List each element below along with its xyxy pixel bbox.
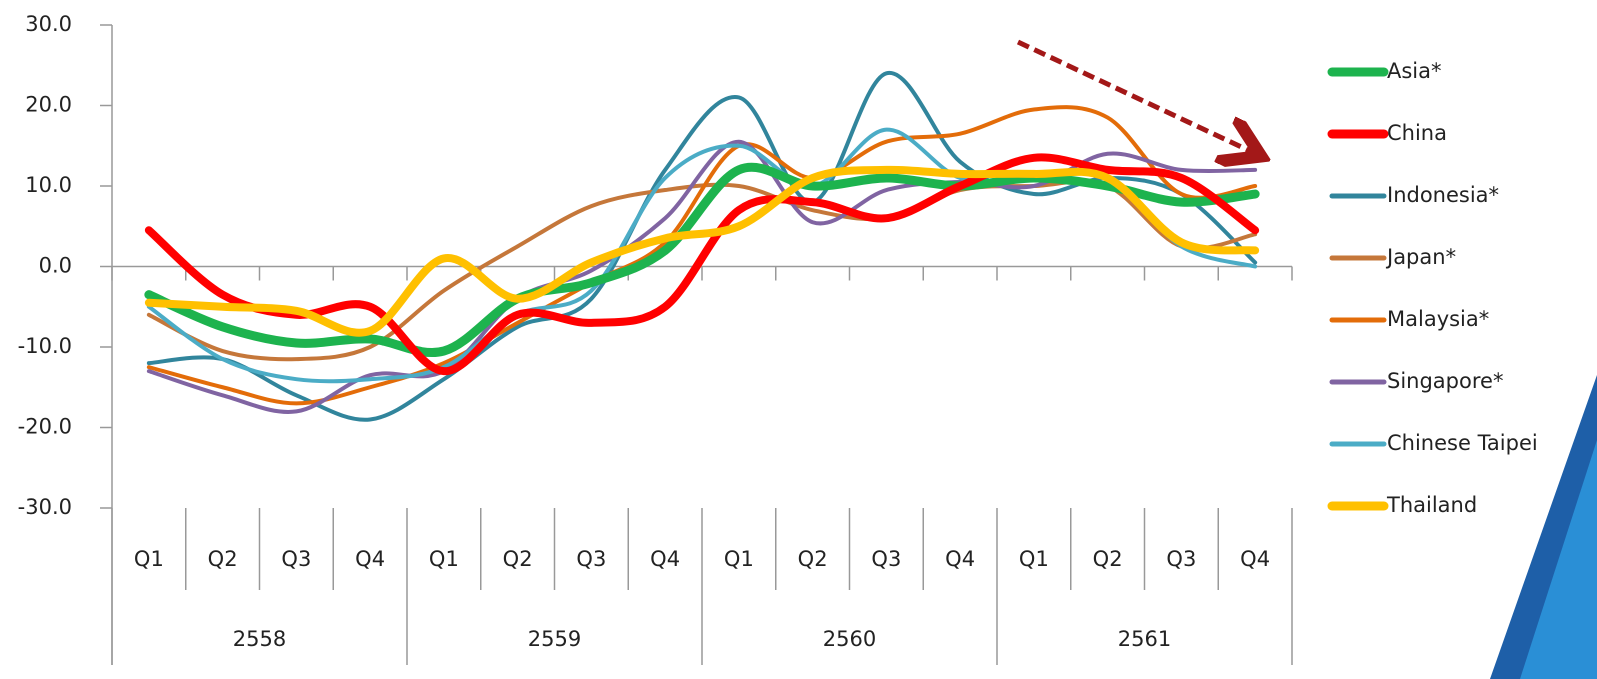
x-tick-label: Q4 <box>355 547 385 571</box>
legend-label: Asia* <box>1387 59 1442 83</box>
y-tick-label: 0.0 <box>39 254 72 278</box>
y-tick-label: 10.0 <box>25 173 72 197</box>
legend-label: Thailand <box>1386 493 1477 517</box>
legend-label: Chinese Taipei <box>1387 431 1538 455</box>
x-group-label: 2560 <box>823 627 876 651</box>
x-group-label: 2558 <box>233 627 286 651</box>
x-tick-label: Q4 <box>650 547 680 571</box>
x-tick-label: Q1 <box>724 547 754 571</box>
y-tick-label: 20.0 <box>25 93 72 117</box>
x-tick-label: Q2 <box>798 547 828 571</box>
x-tick-label: Q3 <box>576 547 606 571</box>
series-line <box>146 105 1258 406</box>
x-tick-label: Q2 <box>503 547 533 571</box>
x-tick-label: Q4 <box>945 547 975 571</box>
legend-label: Indonesia* <box>1387 183 1499 207</box>
x-tick-label: Q1 <box>134 547 164 571</box>
x-tick-label: Q1 <box>429 547 459 571</box>
legend-label: Japan* <box>1385 245 1456 269</box>
legend-label: Malaysia* <box>1387 307 1489 331</box>
legend-label: Singapore* <box>1387 369 1503 393</box>
y-tick-label: -20.0 <box>18 415 72 439</box>
x-tick-label: Q3 <box>281 547 311 571</box>
trend-arrow <box>1016 39 1252 152</box>
x-group-label: 2559 <box>528 627 581 651</box>
series-line <box>146 71 1258 422</box>
x-tick-label: Q3 <box>1166 547 1196 571</box>
y-tick-label: 30.0 <box>25 12 72 36</box>
x-tick-label: Q3 <box>871 547 901 571</box>
series-line <box>144 162 1260 357</box>
y-tick-label: -10.0 <box>18 334 72 358</box>
x-tick-label: Q1 <box>1019 547 1049 571</box>
x-tick-label: Q2 <box>208 547 238 571</box>
x-group-label: 2561 <box>1118 627 1171 651</box>
x-tick-label: Q2 <box>1093 547 1123 571</box>
decoration <box>1520 440 1597 679</box>
y-tick-label: -30.0 <box>18 495 72 519</box>
x-tick-label: Q4 <box>1240 547 1270 571</box>
legend-label: China <box>1387 121 1447 145</box>
series-line <box>144 153 1260 376</box>
series-line <box>144 165 1260 337</box>
